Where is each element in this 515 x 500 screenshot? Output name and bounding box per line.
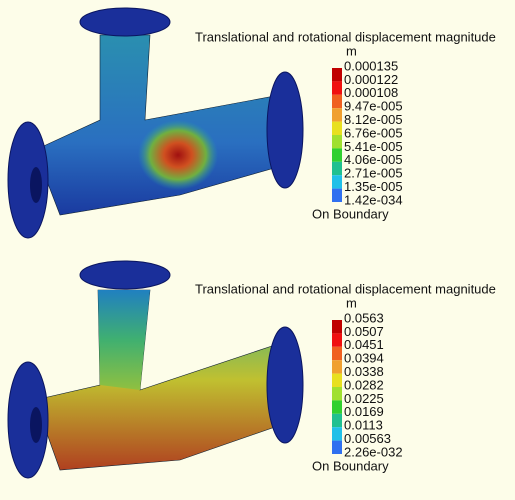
model-bottom <box>7 260 304 479</box>
legend-level: 2.71e-005 <box>344 166 403 181</box>
color-swatch <box>332 68 342 82</box>
legend-level: 0.0338 <box>344 364 384 379</box>
legend-level: 0.0113 <box>344 418 383 433</box>
color-swatch <box>332 108 342 122</box>
color-swatch <box>332 387 342 401</box>
legend-level: 5.41e-005 <box>344 139 403 154</box>
legend-title: Translational and rotational displacemen… <box>195 29 496 44</box>
legend-level: 0.0507 <box>344 324 384 339</box>
color-swatch <box>332 400 342 414</box>
legend-level: 1.35e-005 <box>344 179 403 194</box>
legend-title: Translational and rotational displacemen… <box>195 281 496 296</box>
color-swatch <box>332 320 342 334</box>
color-swatch <box>332 413 342 428</box>
model-top <box>7 7 304 239</box>
legend-level: 0.0563 <box>344 310 384 325</box>
legend-level: 0.0169 <box>344 404 384 419</box>
color-swatch <box>332 346 342 361</box>
legend-level: 0.0394 <box>344 351 384 366</box>
legend-unit: m <box>346 43 357 58</box>
color-swatch <box>332 148 342 162</box>
legend-level: 1.42e-034 <box>344 192 403 207</box>
color-swatch <box>332 188 342 202</box>
legend-level: 9.47e-005 <box>344 99 403 114</box>
legend-footer: On Boundary <box>312 458 389 473</box>
color-swatch <box>332 135 342 149</box>
legend-level: 0.000108 <box>344 85 398 100</box>
legend-level: 2.26e-032 <box>344 444 403 459</box>
color-swatch <box>332 440 342 454</box>
legend-level: 0.000122 <box>344 72 398 87</box>
color-swatch <box>332 373 342 387</box>
legend-level: 4.06e-005 <box>344 152 403 167</box>
legend-level: 0.0282 <box>344 377 384 392</box>
color-swatch <box>332 161 342 176</box>
color-swatch <box>332 427 342 441</box>
legend-level: 0.00563 <box>344 431 391 446</box>
color-swatch <box>332 121 342 135</box>
legend-level: 8.12e-005 <box>344 112 403 127</box>
color-swatch <box>332 81 342 95</box>
color-swatch <box>332 175 342 189</box>
color-swatch <box>332 94 342 109</box>
legend-level: 6.76e-005 <box>344 125 403 140</box>
color-swatch <box>332 333 342 347</box>
legend-unit: m <box>346 295 357 310</box>
legend-level: 0.0225 <box>344 391 384 406</box>
legend-level: 0.0451 <box>344 337 384 352</box>
legend-footer: On Boundary <box>312 206 389 221</box>
color-swatch <box>332 360 342 374</box>
legend-level: 0.000135 <box>344 58 398 73</box>
